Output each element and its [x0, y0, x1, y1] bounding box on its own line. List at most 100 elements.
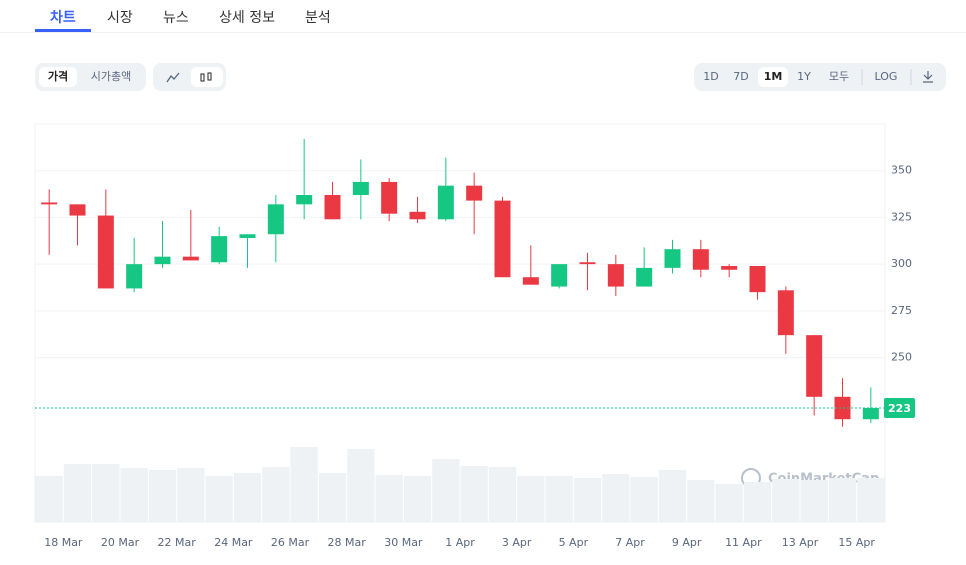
volume-bar [743, 482, 772, 522]
volume-bar [318, 473, 347, 522]
active-bg [191, 67, 223, 87]
candle-body [636, 267, 653, 287]
candle-body [154, 256, 171, 265]
candle-icon[interactable] [207, 72, 212, 81]
candle-body [182, 256, 199, 261]
button[interactable]: 모두 [828, 70, 850, 83]
x-tick-label: 18 Mar [44, 536, 83, 549]
x-tick-label: 22 Mar [158, 536, 197, 549]
candle-icon[interactable] [200, 73, 205, 82]
volume-bar [35, 476, 63, 522]
tab[interactable]: 시장 [107, 10, 133, 26]
candle-body [211, 236, 228, 263]
download-icon[interactable] [923, 71, 933, 83]
x-tick-label: 26 Mar [271, 536, 310, 549]
y-tick-label: 250 [891, 351, 912, 364]
volume-bar [233, 473, 262, 522]
candle-body [607, 264, 624, 287]
tab[interactable]: 상세 정보 [219, 10, 275, 26]
candle-body [324, 195, 341, 220]
volume-bar [630, 477, 658, 522]
candle-body [409, 211, 426, 220]
volume-bar [92, 464, 120, 522]
x-tick-label: 15 Apr [838, 536, 875, 549]
volume-bar [715, 484, 743, 522]
candle-body [97, 215, 114, 289]
candle-body [494, 200, 511, 278]
volume-bar [148, 470, 177, 522]
button[interactable]: 7D [733, 70, 749, 83]
candle-body [267, 204, 284, 235]
candle-body [721, 266, 738, 270]
volume-bar [432, 459, 460, 522]
candle-body [437, 185, 454, 220]
candle-body [834, 396, 851, 420]
volume-bar [857, 478, 885, 522]
tab[interactable]: 차트 [50, 10, 76, 26]
y-tick-label: 275 [891, 304, 912, 317]
x-tick-label: 30 Mar [384, 536, 423, 549]
volume-bar [828, 478, 857, 522]
volume-bar [375, 475, 403, 522]
plot-frame [34, 123, 886, 523]
candle-body [41, 202, 58, 205]
x-tick-label: 7 Apr [615, 536, 645, 549]
candle-body [551, 264, 568, 287]
volume-bar [347, 449, 375, 522]
x-tick-label: 13 Apr [782, 536, 819, 549]
candle-body [126, 264, 143, 289]
button[interactable]: 1M [758, 67, 788, 87]
candle-body [692, 249, 709, 270]
volume-bar [573, 478, 602, 522]
candle-body [352, 181, 369, 196]
volume-bar [488, 467, 517, 522]
x-tick-label: 28 Mar [328, 536, 367, 549]
y-tick-label: 350 [891, 164, 912, 177]
candle-body [749, 266, 766, 293]
button[interactable]: 1D [703, 70, 719, 83]
last-price-tag [884, 398, 915, 419]
tab-bar: 차트 시장 뉴스 상세 정보 분석 [0, 0, 966, 33]
button[interactable]: LOG [874, 70, 898, 83]
x-tick-label: 3 Apr [502, 536, 532, 549]
volume-bar [63, 464, 92, 522]
candle-body [69, 204, 86, 216]
volume-bar [517, 476, 545, 522]
y-tick-label: 325 [891, 210, 912, 223]
volume-bar [800, 480, 828, 522]
button-group: 1D 7D 1M 1Y 모두 LOG [694, 63, 946, 91]
candle-body [522, 277, 539, 285]
icons [861, 69, 933, 85]
volume-bar [772, 479, 800, 522]
line-icon[interactable] [166, 72, 180, 83]
button[interactable]: 가격 [39, 67, 77, 87]
candle-body [239, 234, 256, 238]
x-tick-label: 11 Apr [725, 536, 762, 549]
candle-body [806, 335, 823, 397]
tab-underline [35, 29, 91, 32]
volume-bar [205, 476, 233, 522]
icons [166, 67, 223, 87]
volume-bar [177, 468, 205, 522]
x-tick-label: 5 Apr [559, 536, 589, 549]
x-tick-label: 9 Apr [672, 536, 702, 549]
volume-bar [687, 480, 715, 522]
button[interactable]: 1Y [797, 70, 811, 83]
last-price-label: 223 [888, 402, 911, 415]
volume-bar [262, 467, 290, 522]
button-group: 가격 시가총액 [35, 63, 146, 91]
candle-body [579, 262, 596, 265]
tab[interactable]: 뉴스 [163, 10, 189, 26]
y-tick-label: 300 [891, 257, 912, 270]
tab[interactable]: 분석 [305, 10, 331, 26]
button[interactable]: 시가총액 [90, 70, 132, 83]
volume-bar [460, 466, 488, 522]
x-tick-label: 1 Apr [445, 536, 475, 549]
volume-bar [658, 470, 687, 522]
volume-bar [602, 474, 630, 522]
candle-body [296, 195, 313, 205]
volume-bar [545, 476, 573, 522]
candle-body [862, 408, 879, 420]
